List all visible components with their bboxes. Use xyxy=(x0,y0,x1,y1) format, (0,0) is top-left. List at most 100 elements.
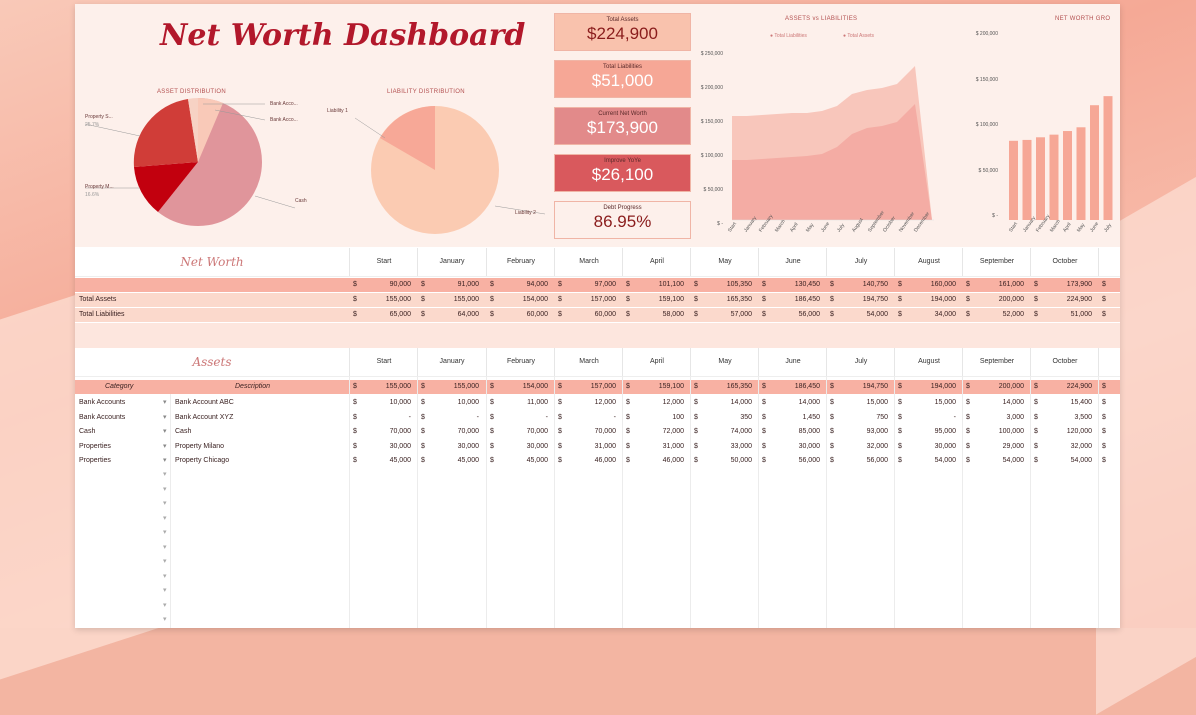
dropdown-icon[interactable]: ▾ xyxy=(163,457,167,464)
category-cell[interactable]: Properties xyxy=(79,442,111,450)
value-cell xyxy=(1098,278,1120,292)
category-cell[interactable]: Cash xyxy=(79,428,96,435)
value-cell: 154,000 xyxy=(522,296,548,303)
grid-line xyxy=(826,376,827,628)
value-cell xyxy=(1098,411,1120,425)
value-cell: 45,000 xyxy=(389,457,411,464)
empty-row: ▾ xyxy=(75,468,1120,482)
currency-symbol: $ xyxy=(1034,442,1038,450)
grid-line xyxy=(758,376,759,628)
value-cell: 159,100 xyxy=(658,383,684,390)
currency-symbol: $ xyxy=(762,413,766,421)
currency-symbol: $ xyxy=(762,399,766,406)
column-header: June xyxy=(758,348,827,376)
dashboard-panel: Net Worth Dashboard ASSET DISTRIBUTION P… xyxy=(75,4,1120,247)
empty-row: ▾ xyxy=(75,570,1120,584)
value-cell: 58,000 xyxy=(662,311,684,318)
currency-symbol: $ xyxy=(966,428,970,435)
dropdown-icon[interactable]: ▾ xyxy=(163,543,167,551)
bar xyxy=(1009,140,1018,220)
bar xyxy=(1063,131,1072,220)
dropdown-icon[interactable]: ▾ xyxy=(163,442,167,450)
value-cell: 34,000 xyxy=(934,311,956,318)
value-cell: 54,000 xyxy=(1002,457,1024,464)
dropdown-icon[interactable]: ▾ xyxy=(163,514,167,522)
currency-symbol: $ xyxy=(898,442,902,450)
column-header: N xyxy=(1098,248,1120,276)
value-cell: 165,350 xyxy=(726,383,752,390)
dropdown-icon[interactable]: ▾ xyxy=(163,587,167,594)
kpi-value: $26,100 xyxy=(591,165,654,184)
currency-symbol: $ xyxy=(626,383,630,390)
value-cell: 194,750 xyxy=(862,383,888,390)
value-cell: 31,000 xyxy=(594,442,616,450)
dropdown-icon[interactable]: ▾ xyxy=(163,529,167,536)
y-tick-label: $ 50,000 xyxy=(703,187,723,193)
value-cell: - xyxy=(613,413,616,421)
pie-label: Liability 2 xyxy=(515,210,536,216)
currency-symbol: $ xyxy=(1102,399,1106,406)
category-cell[interactable]: Bank Accounts xyxy=(79,399,126,406)
bar xyxy=(1090,105,1099,220)
currency-symbol: $ xyxy=(1034,281,1038,288)
dropdown-icon[interactable]: ▾ xyxy=(163,471,167,478)
pie-label: Property S... xyxy=(85,114,113,120)
dropdown-icon[interactable]: ▾ xyxy=(163,572,167,580)
bar xyxy=(1103,96,1113,220)
dropdown-icon[interactable]: ▾ xyxy=(163,616,167,623)
kpi-value: $224,900 xyxy=(587,24,658,43)
kpi-label: Total Liabilities xyxy=(602,64,643,70)
value-cell: 155,000 xyxy=(453,383,479,390)
currency-symbol: $ xyxy=(490,383,494,390)
table-row: Bank Accounts ▾ Bank Account XYZ $ - $ - $ - $ - $1… xyxy=(75,411,1120,425)
grid-line xyxy=(622,376,623,628)
dropdown-icon[interactable]: ▾ xyxy=(163,500,167,507)
bar xyxy=(1022,139,1032,220)
dropdown-icon[interactable]: ▾ xyxy=(163,399,167,406)
dropdown-icon[interactable]: ▾ xyxy=(163,558,167,565)
dropdown-icon[interactable]: ▾ xyxy=(163,413,167,421)
category-cell[interactable]: Bank Accounts xyxy=(79,413,126,421)
y-tick-label: $ - xyxy=(717,221,723,227)
y-tick-label: $ 100,000 xyxy=(700,153,723,159)
column-header: May xyxy=(690,248,759,276)
currency-symbol: $ xyxy=(830,281,834,288)
kpi-card: Improve YoYe $26,100 xyxy=(554,154,691,192)
currency-symbol: $ xyxy=(830,296,834,303)
liability-chart-title: LIABILITY DISTRIBUTION xyxy=(387,89,465,95)
table-row: Total Assets $155,000 $155,000 $154,000 $157… xyxy=(75,293,1120,307)
value-cell: 101,100 xyxy=(658,281,684,288)
dropdown-icon[interactable]: ▾ xyxy=(163,485,167,493)
empty-row: ▾ xyxy=(75,555,1120,569)
grid-line xyxy=(170,394,171,628)
value-cell: 30,000 xyxy=(526,442,548,450)
currency-symbol: $ xyxy=(421,281,425,288)
value-cell: 70,000 xyxy=(457,428,479,435)
currency-symbol: $ xyxy=(1034,311,1038,318)
dropdown-icon[interactable]: ▾ xyxy=(163,601,167,609)
value-cell xyxy=(1098,440,1120,454)
currency-symbol: $ xyxy=(694,428,698,435)
value-cell: 3,000 xyxy=(1006,413,1024,421)
category-cell[interactable]: Properties xyxy=(79,457,111,464)
currency-symbol: $ xyxy=(558,428,562,435)
currency-symbol: $ xyxy=(626,457,630,464)
dropdown-icon[interactable]: ▾ xyxy=(163,428,167,435)
description-cell: Property Chicago xyxy=(175,457,230,464)
x-tick-label: July xyxy=(1102,222,1113,234)
value-cell: 159,100 xyxy=(658,296,684,303)
value-cell: 54,000 xyxy=(1070,457,1092,464)
currency-symbol: $ xyxy=(421,383,425,390)
table-row: Total Liabilities $65,000 $64,000 $60,000 $6… xyxy=(75,308,1120,322)
currency-symbol: $ xyxy=(490,413,494,421)
value-cell: 10,000 xyxy=(389,399,411,406)
currency-symbol: $ xyxy=(490,311,494,318)
value-cell: 155,000 xyxy=(385,383,411,390)
empty-row: ▾ xyxy=(75,541,1120,555)
currency-symbol: $ xyxy=(421,413,425,421)
value-cell: 85,000 xyxy=(798,428,820,435)
column-header: March xyxy=(554,248,623,276)
value-cell: 54,000 xyxy=(866,311,888,318)
currency-symbol: $ xyxy=(966,442,970,450)
value-cell xyxy=(1098,454,1120,468)
